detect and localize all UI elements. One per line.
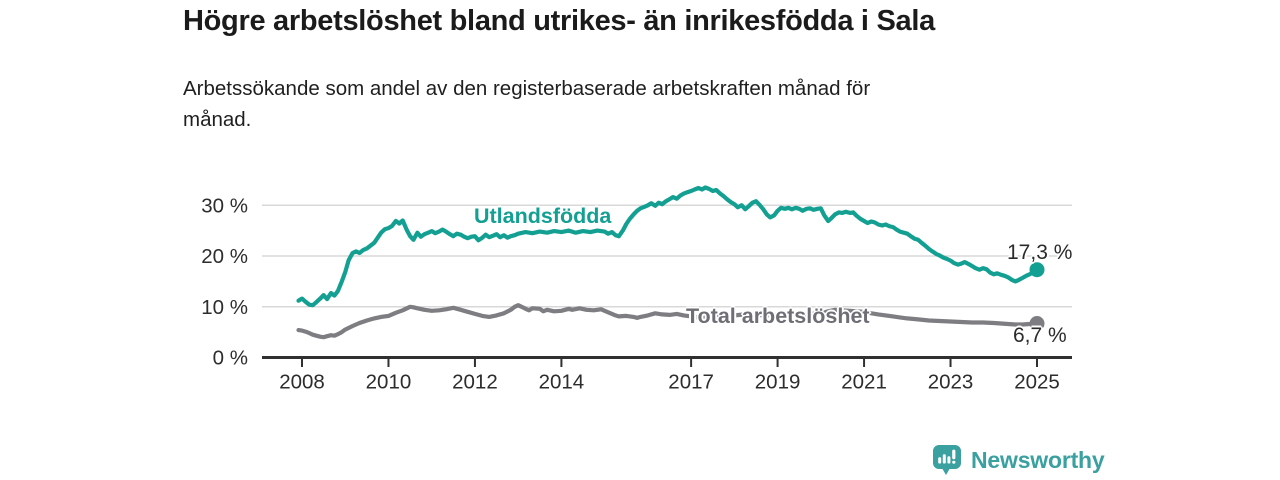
series-label-total: Total arbetslöshet	[686, 304, 870, 328]
x-axis-tick-label: 2025	[1014, 371, 1060, 394]
x-axis-tick-label: 2017	[668, 371, 714, 394]
x-axis-tick-label: 2010	[366, 371, 412, 394]
newsworthy-logo: Newsworthy	[933, 445, 1105, 476]
x-axis-tick-label: 2019	[755, 371, 801, 394]
newsworthy-logo-icon	[933, 445, 961, 476]
brand-name: Newsworthy	[971, 447, 1105, 473]
series-line-utlandsfodda	[296, 185, 1040, 308]
chart-subtitle-line2: månad.	[183, 108, 252, 131]
x-axis-tick-label: 2023	[928, 371, 974, 394]
y-axis-tick-label: 10 %	[201, 296, 248, 319]
x-axis-tick-label: 2014	[539, 371, 585, 394]
x-axis-tick-label: 2012	[452, 371, 498, 394]
chart-subtitle-line1: Arbetssökande som andel av den registerb…	[183, 77, 871, 100]
y-axis-tick-label: 0 %	[213, 347, 248, 370]
value-label-total: 6,7 %	[1013, 324, 1067, 347]
chart-subtitle: Arbetssökande som andel av den registerb…	[183, 73, 870, 135]
y-axis-tick-label: 20 %	[201, 245, 248, 268]
value-label-utlandsfodda: 17,3 %	[1007, 241, 1073, 264]
series-end-dot-total	[1029, 316, 1045, 331]
series-end-dot-utlandsfodda	[1029, 262, 1045, 278]
chart-title: Högre arbetslöshet bland utrikes- än inr…	[183, 5, 935, 37]
x-axis-tick-label: 2008	[279, 371, 325, 394]
x-axis-tick-label: 2021	[841, 371, 887, 394]
series-line-total	[296, 303, 1040, 340]
y-axis-tick-label: 30 %	[201, 194, 248, 217]
series-label-utlandsfodda: Utlandsfödda	[474, 204, 612, 228]
